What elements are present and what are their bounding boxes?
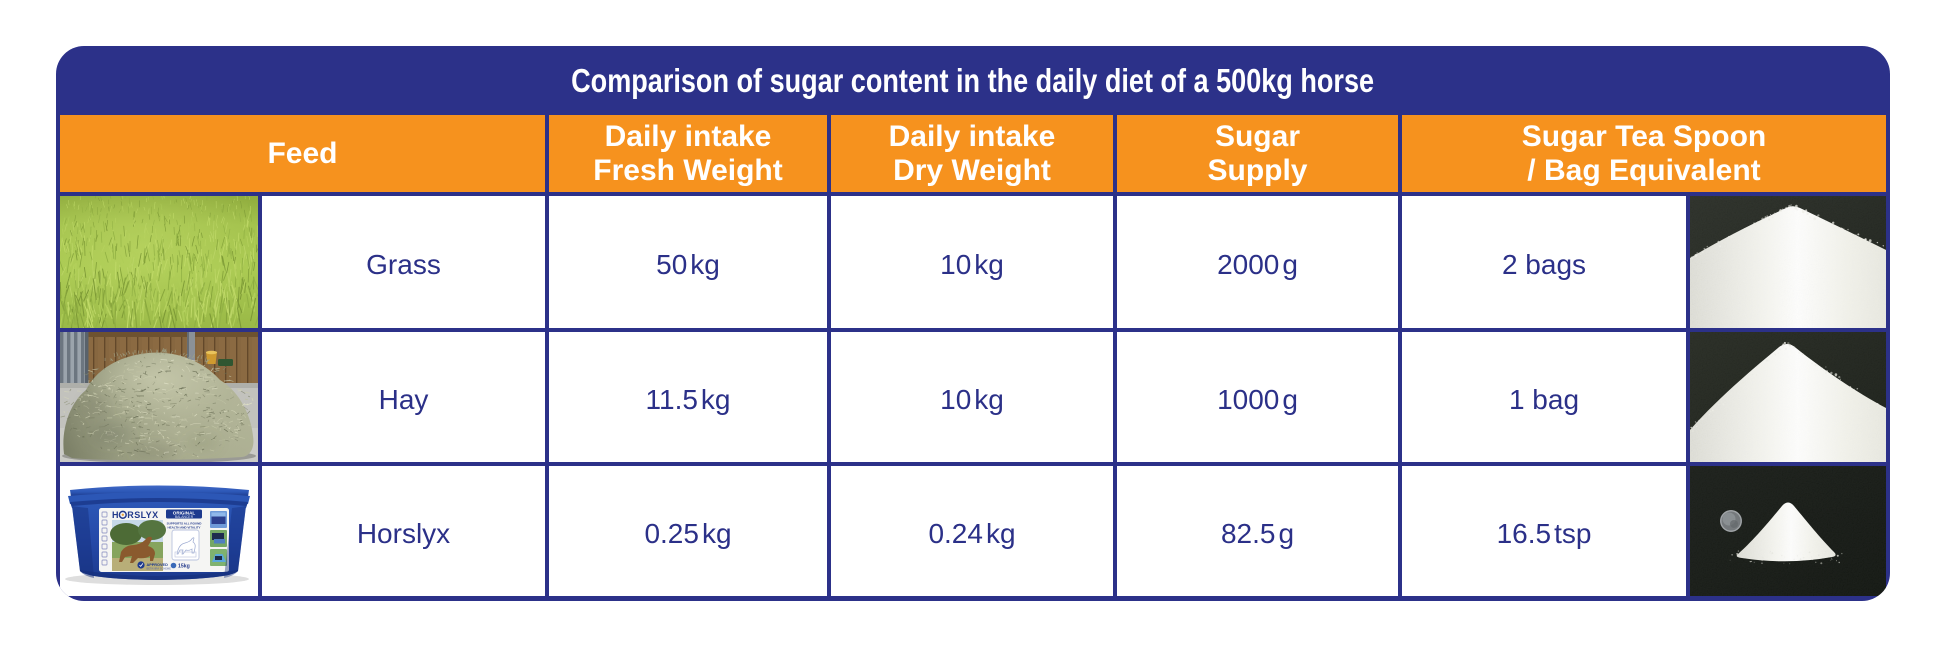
svg-text:RSLYX: RSLYX <box>127 510 158 520</box>
svg-text:BALANCER: BALANCER <box>175 515 194 519</box>
svg-text:ORIGINAL: ORIGINAL <box>173 511 196 516</box>
svg-text:15kg: 15kg <box>178 564 190 570</box>
svg-text:HEALTH AND VITALITY: HEALTH AND VITALITY <box>167 525 200 529</box>
svg-text:H: H <box>112 510 119 520</box>
svg-text:BETA NRA SCHEME: BETA NRA SCHEME <box>147 567 172 571</box>
svg-text:APPROVED: APPROVED <box>147 563 169 567</box>
svg-text:SUPPORTS ALL ROUND: SUPPORTS ALL ROUND <box>167 522 203 526</box>
